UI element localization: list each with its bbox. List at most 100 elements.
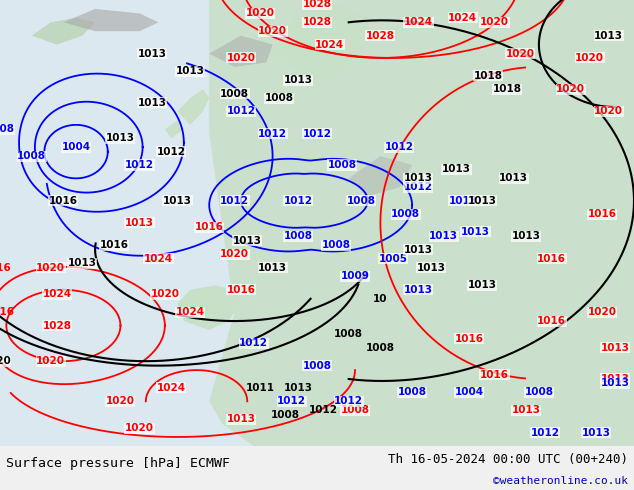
Text: 1012: 1012 bbox=[283, 196, 313, 206]
Polygon shape bbox=[178, 89, 209, 125]
Text: 1020: 1020 bbox=[575, 53, 604, 63]
Text: 1012: 1012 bbox=[258, 129, 287, 139]
Text: 1004: 1004 bbox=[61, 142, 91, 152]
Text: 1020: 1020 bbox=[125, 423, 154, 433]
Text: 1020: 1020 bbox=[36, 263, 65, 272]
Text: 1013: 1013 bbox=[404, 245, 433, 255]
Text: 1012: 1012 bbox=[334, 396, 363, 406]
Text: 1020: 1020 bbox=[106, 396, 135, 406]
Text: 1012: 1012 bbox=[277, 396, 306, 406]
Text: 1013: 1013 bbox=[600, 378, 630, 389]
Text: Th 16-05-2024 00:00 UTC (00+240): Th 16-05-2024 00:00 UTC (00+240) bbox=[387, 453, 628, 466]
Text: 1008: 1008 bbox=[334, 329, 363, 340]
Text: 1008: 1008 bbox=[283, 231, 313, 242]
Text: 1013: 1013 bbox=[417, 263, 446, 272]
Text: 1013: 1013 bbox=[138, 98, 167, 108]
Text: 1012: 1012 bbox=[125, 160, 154, 170]
Text: 1013: 1013 bbox=[233, 236, 262, 246]
Text: 1013: 1013 bbox=[467, 280, 496, 291]
Text: 1013: 1013 bbox=[600, 343, 630, 353]
Text: 1016: 1016 bbox=[0, 307, 15, 317]
Text: 1012: 1012 bbox=[157, 147, 186, 157]
Text: 1012: 1012 bbox=[404, 182, 433, 192]
Text: 1016: 1016 bbox=[226, 285, 256, 295]
Text: 1012: 1012 bbox=[309, 405, 338, 415]
Text: 1028: 1028 bbox=[302, 17, 332, 27]
Text: 1020: 1020 bbox=[258, 26, 287, 36]
Text: 1016: 1016 bbox=[455, 334, 484, 344]
Text: 1012: 1012 bbox=[531, 427, 560, 438]
Text: 1013: 1013 bbox=[581, 427, 611, 438]
Text: 1013: 1013 bbox=[404, 285, 433, 295]
Text: 1011: 1011 bbox=[245, 383, 275, 393]
Text: 1004: 1004 bbox=[455, 388, 484, 397]
Text: 1024: 1024 bbox=[176, 307, 205, 317]
Polygon shape bbox=[273, 0, 368, 80]
Text: 1012: 1012 bbox=[226, 106, 256, 117]
Text: 1008: 1008 bbox=[524, 388, 553, 397]
Text: 1008: 1008 bbox=[17, 151, 46, 161]
Text: 10: 10 bbox=[373, 294, 387, 304]
Text: 1016: 1016 bbox=[537, 316, 566, 326]
Text: 1013: 1013 bbox=[594, 31, 623, 41]
Text: 1013: 1013 bbox=[467, 196, 496, 206]
Text: 1013: 1013 bbox=[68, 258, 97, 268]
Text: 1008: 1008 bbox=[347, 196, 376, 206]
Text: 1020: 1020 bbox=[505, 49, 534, 58]
Text: 1024: 1024 bbox=[315, 40, 344, 49]
Text: 1008: 1008 bbox=[398, 388, 427, 397]
Text: 1013: 1013 bbox=[106, 133, 135, 143]
Text: 1013: 1013 bbox=[448, 196, 477, 206]
Text: 1018: 1018 bbox=[474, 71, 503, 81]
Text: 1016: 1016 bbox=[537, 254, 566, 264]
Text: 1008: 1008 bbox=[328, 160, 357, 170]
Text: 1008: 1008 bbox=[302, 361, 332, 370]
Text: 1024: 1024 bbox=[144, 254, 173, 264]
Text: 1013: 1013 bbox=[600, 374, 630, 384]
Text: 1013: 1013 bbox=[404, 173, 433, 183]
Text: 1012: 1012 bbox=[239, 338, 268, 348]
Polygon shape bbox=[63, 9, 158, 31]
Text: 1008: 1008 bbox=[340, 405, 370, 415]
Text: 1024: 1024 bbox=[448, 13, 477, 23]
Text: 1016: 1016 bbox=[49, 196, 78, 206]
Text: 1020: 1020 bbox=[588, 307, 617, 317]
Polygon shape bbox=[209, 36, 273, 67]
Text: 1013: 1013 bbox=[125, 218, 154, 228]
Text: 1020: 1020 bbox=[245, 8, 275, 19]
Text: 1028: 1028 bbox=[42, 320, 72, 331]
Text: 1008: 1008 bbox=[271, 410, 300, 420]
Polygon shape bbox=[178, 285, 241, 330]
Text: 1024: 1024 bbox=[157, 383, 186, 393]
Text: 1020: 1020 bbox=[220, 249, 249, 259]
Text: 1013: 1013 bbox=[442, 165, 471, 174]
Text: 1005: 1005 bbox=[378, 254, 408, 264]
Text: 1024: 1024 bbox=[42, 289, 72, 299]
Polygon shape bbox=[209, 0, 634, 446]
Text: 1013: 1013 bbox=[226, 414, 256, 424]
Text: 1008: 1008 bbox=[391, 209, 420, 219]
Text: 1020: 1020 bbox=[226, 53, 256, 63]
Text: 1013: 1013 bbox=[138, 49, 167, 58]
Text: 1013: 1013 bbox=[499, 173, 528, 183]
Text: 1013: 1013 bbox=[429, 231, 458, 242]
Text: 1008: 1008 bbox=[220, 89, 249, 98]
Text: 1008: 1008 bbox=[0, 124, 15, 134]
Text: 1013: 1013 bbox=[461, 227, 490, 237]
Text: 016: 016 bbox=[0, 263, 11, 272]
Text: 1012: 1012 bbox=[385, 142, 414, 152]
Text: 1020: 1020 bbox=[36, 356, 65, 366]
Text: 1013: 1013 bbox=[512, 405, 541, 415]
Polygon shape bbox=[32, 18, 95, 45]
Text: 1028: 1028 bbox=[302, 0, 332, 9]
Text: 1013: 1013 bbox=[512, 231, 541, 242]
Text: 1008: 1008 bbox=[321, 240, 351, 250]
Text: Surface pressure [hPa] ECMWF: Surface pressure [hPa] ECMWF bbox=[6, 457, 230, 470]
Text: 1020: 1020 bbox=[480, 17, 509, 27]
Text: 1028: 1028 bbox=[366, 31, 395, 41]
Text: 1024: 1024 bbox=[404, 17, 433, 27]
Polygon shape bbox=[165, 121, 184, 138]
Text: 1013: 1013 bbox=[283, 383, 313, 393]
Text: ©weatheronline.co.uk: ©weatheronline.co.uk bbox=[493, 476, 628, 486]
Polygon shape bbox=[349, 156, 412, 196]
